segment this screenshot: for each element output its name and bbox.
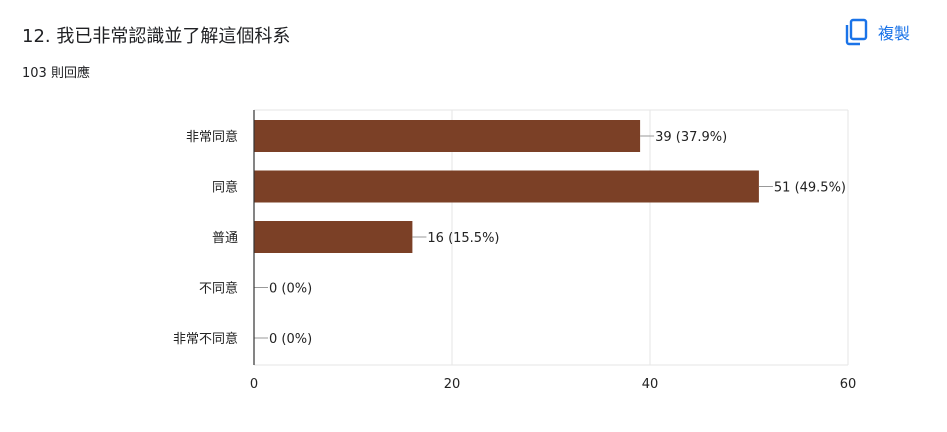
data-label: 16 (15.5%) bbox=[427, 231, 499, 246]
bar bbox=[254, 221, 413, 253]
data-label: 39 (37.9%) bbox=[655, 130, 727, 145]
category-label: 普通 bbox=[212, 231, 238, 246]
category-label: 同意 bbox=[212, 180, 238, 196]
category-label: 不同意 bbox=[199, 281, 238, 297]
category-label: 非常不同意 bbox=[173, 331, 238, 347]
bar bbox=[254, 120, 641, 152]
x-tick-label: 60 bbox=[840, 377, 857, 392]
data-label: 0 (0%) bbox=[269, 282, 312, 297]
response-count: 103 則回應 bbox=[22, 66, 90, 81]
copy-label: 複製 bbox=[878, 24, 911, 43]
bar bbox=[254, 170, 759, 203]
data-label: 0 (0%) bbox=[269, 332, 312, 347]
copy-icon bbox=[844, 18, 868, 46]
copy-button[interactable]: 複製 bbox=[844, 18, 910, 46]
category-label: 非常同意 bbox=[186, 129, 238, 145]
question-title: 12. 我已非常認識並了解這個科系 bbox=[22, 26, 291, 47]
x-tick-label: 0 bbox=[250, 377, 258, 392]
data-label: 51 (49.5%) bbox=[774, 181, 846, 196]
x-tick-label: 20 bbox=[444, 377, 461, 392]
x-tick-label: 40 bbox=[642, 377, 659, 392]
